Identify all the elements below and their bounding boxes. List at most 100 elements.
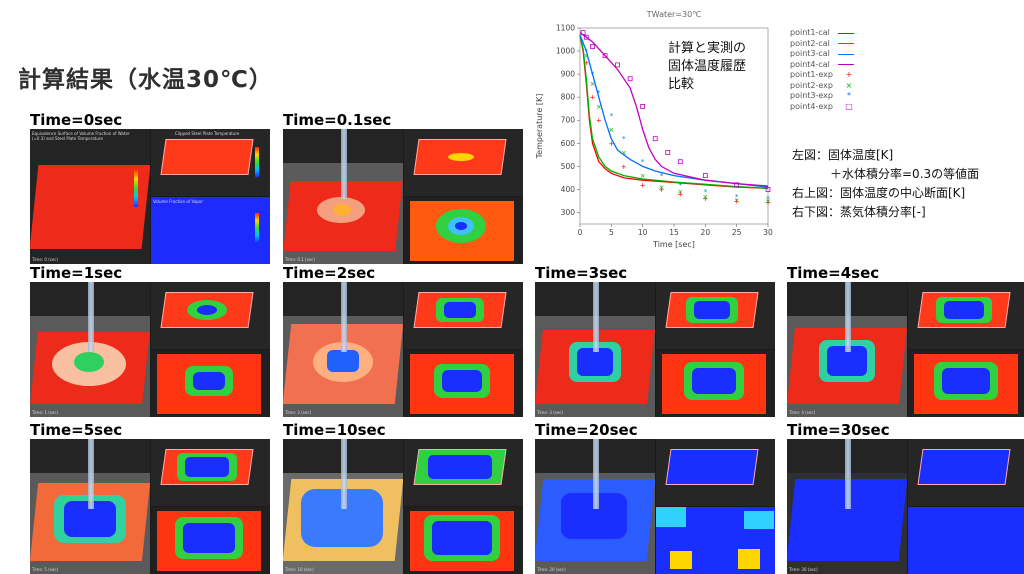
note-line: 比較: [668, 77, 695, 92]
explanation-line: 右下図：蒸気体積分率[-]: [792, 205, 926, 219]
series-line-point2-cal: [579, 34, 769, 189]
water-jet: [341, 282, 347, 352]
page-title: 計算結果（水温30℃）: [18, 67, 273, 93]
cool-ring: [74, 352, 104, 372]
legend-label: point2-cal: [790, 38, 830, 48]
data-point-point4-exp: [590, 44, 595, 49]
data-point-point4-exp: [580, 30, 586, 36]
time-label: Time=30sec: [787, 421, 890, 439]
legend-label: point3-exp: [790, 91, 833, 100]
sim-panel-1: Time=0.1sec Time: 0.1 (sec): [283, 111, 523, 264]
cool-core: [577, 348, 613, 376]
water-jet: [845, 282, 851, 352]
explanation-line: 右上図：固体温度の中心断面[K]: [792, 186, 966, 200]
figure-explanation: 左図：固体温度[K] ＋水体積分率=0.3の等値面 右上図：固体温度の中心断面[…: [792, 146, 979, 222]
vapor-fraction-view: [404, 197, 523, 264]
sim-image: Time: 2 (sec): [283, 282, 523, 417]
y-tick-label: 400: [561, 185, 576, 194]
data-point-point3-exp: *: [641, 158, 645, 166]
legend-label: point1-cal: [790, 28, 830, 37]
data-point-point3-exp: *: [660, 172, 664, 180]
temperature-history-chart: TWater=30℃ 0 5 10 15 20 25 30 300 400 500 600 700 800…: [535, 10, 773, 249]
y-tick-label: 300: [561, 208, 576, 217]
vapor-patch: [656, 507, 686, 527]
temperature-iso-view: Time: 4 (sec): [787, 282, 907, 417]
time-label: Time=0.1sec: [283, 111, 392, 129]
legend-entry: point4-exp □: [790, 102, 857, 113]
legend-entry: point2-exp ×: [790, 81, 857, 92]
vapor-core: [692, 368, 736, 394]
x-tick-label: 25: [732, 228, 742, 237]
legend-entry: point3-exp *: [790, 91, 857, 102]
sim-panel-5: Time=4sec Time: 4 (sec): [787, 264, 1024, 417]
time-stamp: Time: 0.1 (sec): [285, 257, 315, 262]
vapor-fraction-view: [908, 350, 1024, 417]
sim-image: Time: 30 (sec): [787, 439, 1024, 574]
time-stamp: Time: 2 (sec): [285, 410, 312, 415]
sim-image: Equivalence Surface of Volume Fraction o…: [30, 129, 270, 264]
data-point-point4-exp: [602, 53, 608, 59]
legend-line-swatch: [837, 53, 854, 55]
cool-core: [197, 305, 217, 315]
vapor-core: [183, 523, 235, 553]
plate-section: [160, 139, 254, 175]
vapor-core: [193, 372, 225, 390]
vapor-fraction-view: [404, 350, 523, 417]
data-point-point4-exp: [765, 187, 771, 192]
data-point-point2-exp: ×: [596, 103, 602, 111]
note-line: 計算と実測の: [668, 41, 747, 56]
vapor-fraction-view: [151, 507, 270, 574]
data-point-point3-exp: *: [597, 89, 601, 97]
x-tick-label: 10: [638, 228, 648, 237]
temperature-iso-view: Equivalence Surface of Volume Fraction o…: [30, 129, 150, 264]
vapor-fraction-view: [908, 507, 1024, 574]
time-label: Time=0sec: [30, 111, 123, 129]
legend-entry: point1-exp +: [790, 70, 857, 81]
vapor-core: [455, 222, 467, 230]
vapor-fraction-view: [656, 350, 775, 417]
plate-section-view: [404, 282, 523, 349]
plate-section-view: [404, 129, 523, 196]
vapor-fraction-view: Volume Fraction of Vapor: [151, 197, 270, 264]
note-line: 固体温度履歴: [668, 59, 747, 74]
chart-legend: point1-cal point2-cal point3-cal point4-cal…: [790, 28, 857, 112]
vapor-core: [432, 521, 492, 555]
time-label: Time=4sec: [787, 264, 880, 282]
hot-spot: [333, 204, 351, 216]
water-jet: [845, 439, 851, 509]
x-tick-label: 20: [701, 228, 711, 237]
legend-marker-swatch: ×: [845, 80, 853, 90]
chart-note: 計算と実測の 固体温度履歴 比較: [668, 40, 746, 94]
data-point-point1-exp: +: [590, 94, 596, 102]
vapor-patch: [738, 549, 760, 569]
data-point-point1-exp: +: [677, 191, 683, 199]
temperature-iso-view: Time: 2 (sec): [283, 282, 403, 417]
data-point-point1-exp: +: [659, 186, 665, 194]
data-point-point4-exp: [652, 136, 658, 142]
x-tick-label: 30: [763, 228, 773, 237]
vapor-fraction-view: [404, 507, 523, 574]
sim-image: Time: 3 (sec): [535, 282, 775, 417]
data-point-point3-exp: *: [585, 48, 589, 56]
sim-image: Time: 5 (sec): [30, 439, 270, 574]
data-point-point1-exp: +: [621, 163, 627, 171]
steel-plate: [30, 165, 150, 249]
data-point-point2-exp: ×: [765, 197, 771, 205]
data-point-point4-exp: [677, 159, 683, 165]
sim-image: Time: 1 (sec): [30, 282, 270, 417]
vapor-core: [942, 368, 990, 394]
sim-image: Time: 0.1 (sec): [283, 129, 523, 264]
data-point-point1-exp: +: [765, 199, 771, 207]
legend-line-swatch: [837, 64, 854, 66]
legend-entry: point2-cal: [790, 39, 857, 50]
plate-section-view: [656, 282, 775, 349]
legend-label: point4-exp: [790, 101, 833, 111]
sim-panel-3: Time=2sec Time: 2 (sec): [283, 264, 523, 417]
vapor-fraction-view: [151, 350, 270, 417]
data-point-point3-exp: *: [591, 71, 595, 79]
time-stamp: Time: 5 (sec): [32, 567, 59, 572]
temperature-iso-view: Time: 30 (sec): [787, 439, 907, 574]
legend-marker-swatch: +: [845, 70, 853, 79]
plate-section-view: [908, 439, 1024, 506]
view-header: Equivalence Surface of Volume Fraction o…: [32, 131, 130, 141]
